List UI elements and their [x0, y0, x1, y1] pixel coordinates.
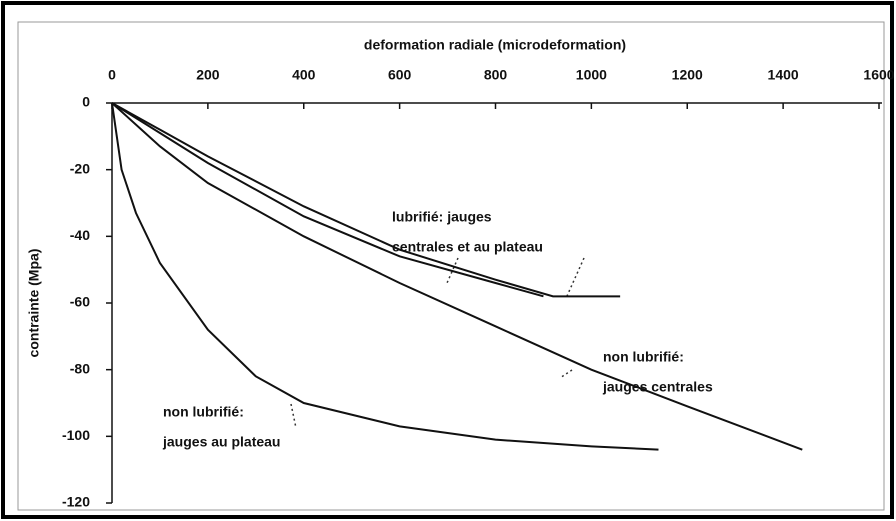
y-tick-label: 0 — [82, 94, 90, 110]
annotation: centrales et au plateau — [392, 239, 543, 255]
line-series — [111, 102, 803, 451]
leader-line — [559, 369, 573, 379]
annotation: non lubrifié: — [603, 349, 684, 365]
x-tick-label: 200 — [196, 67, 220, 83]
y-tick-label: -20 — [70, 160, 90, 176]
x-tick-label: 400 — [292, 67, 316, 83]
y-tick-label: -60 — [70, 294, 90, 310]
line-series — [111, 102, 544, 298]
y-tick-label: -40 — [70, 227, 90, 243]
line-series — [111, 102, 659, 451]
leader-line — [566, 257, 585, 297]
y-axis-label: contrainte (Mpa) — [26, 249, 42, 358]
x-tick-label: 1200 — [672, 67, 703, 83]
x-tick-label: 1400 — [768, 67, 799, 83]
y-tick-label: -120 — [62, 494, 90, 510]
leader-lines — [290, 257, 585, 429]
line-series — [111, 102, 621, 298]
x-tick-label: 1000 — [576, 67, 607, 83]
x-tick-label: 800 — [484, 67, 508, 83]
leader-line — [290, 403, 297, 429]
x-tick-label: 1600 — [863, 67, 894, 83]
x-tick-label: 0 — [108, 67, 116, 83]
x-axis-label: deformation radiale (microdeformation) — [364, 37, 626, 53]
annotation: jauges au plateau — [162, 434, 280, 450]
annotation: non lubrifié: — [163, 404, 244, 420]
annotation: lubrifié: jauges — [392, 209, 492, 225]
chart-area — [17, 21, 885, 511]
y-tick-label: -100 — [62, 427, 90, 443]
x-tick-label: 600 — [388, 67, 412, 83]
y-tick-label: -80 — [70, 360, 90, 376]
annotation: jauges centrales — [602, 379, 713, 395]
